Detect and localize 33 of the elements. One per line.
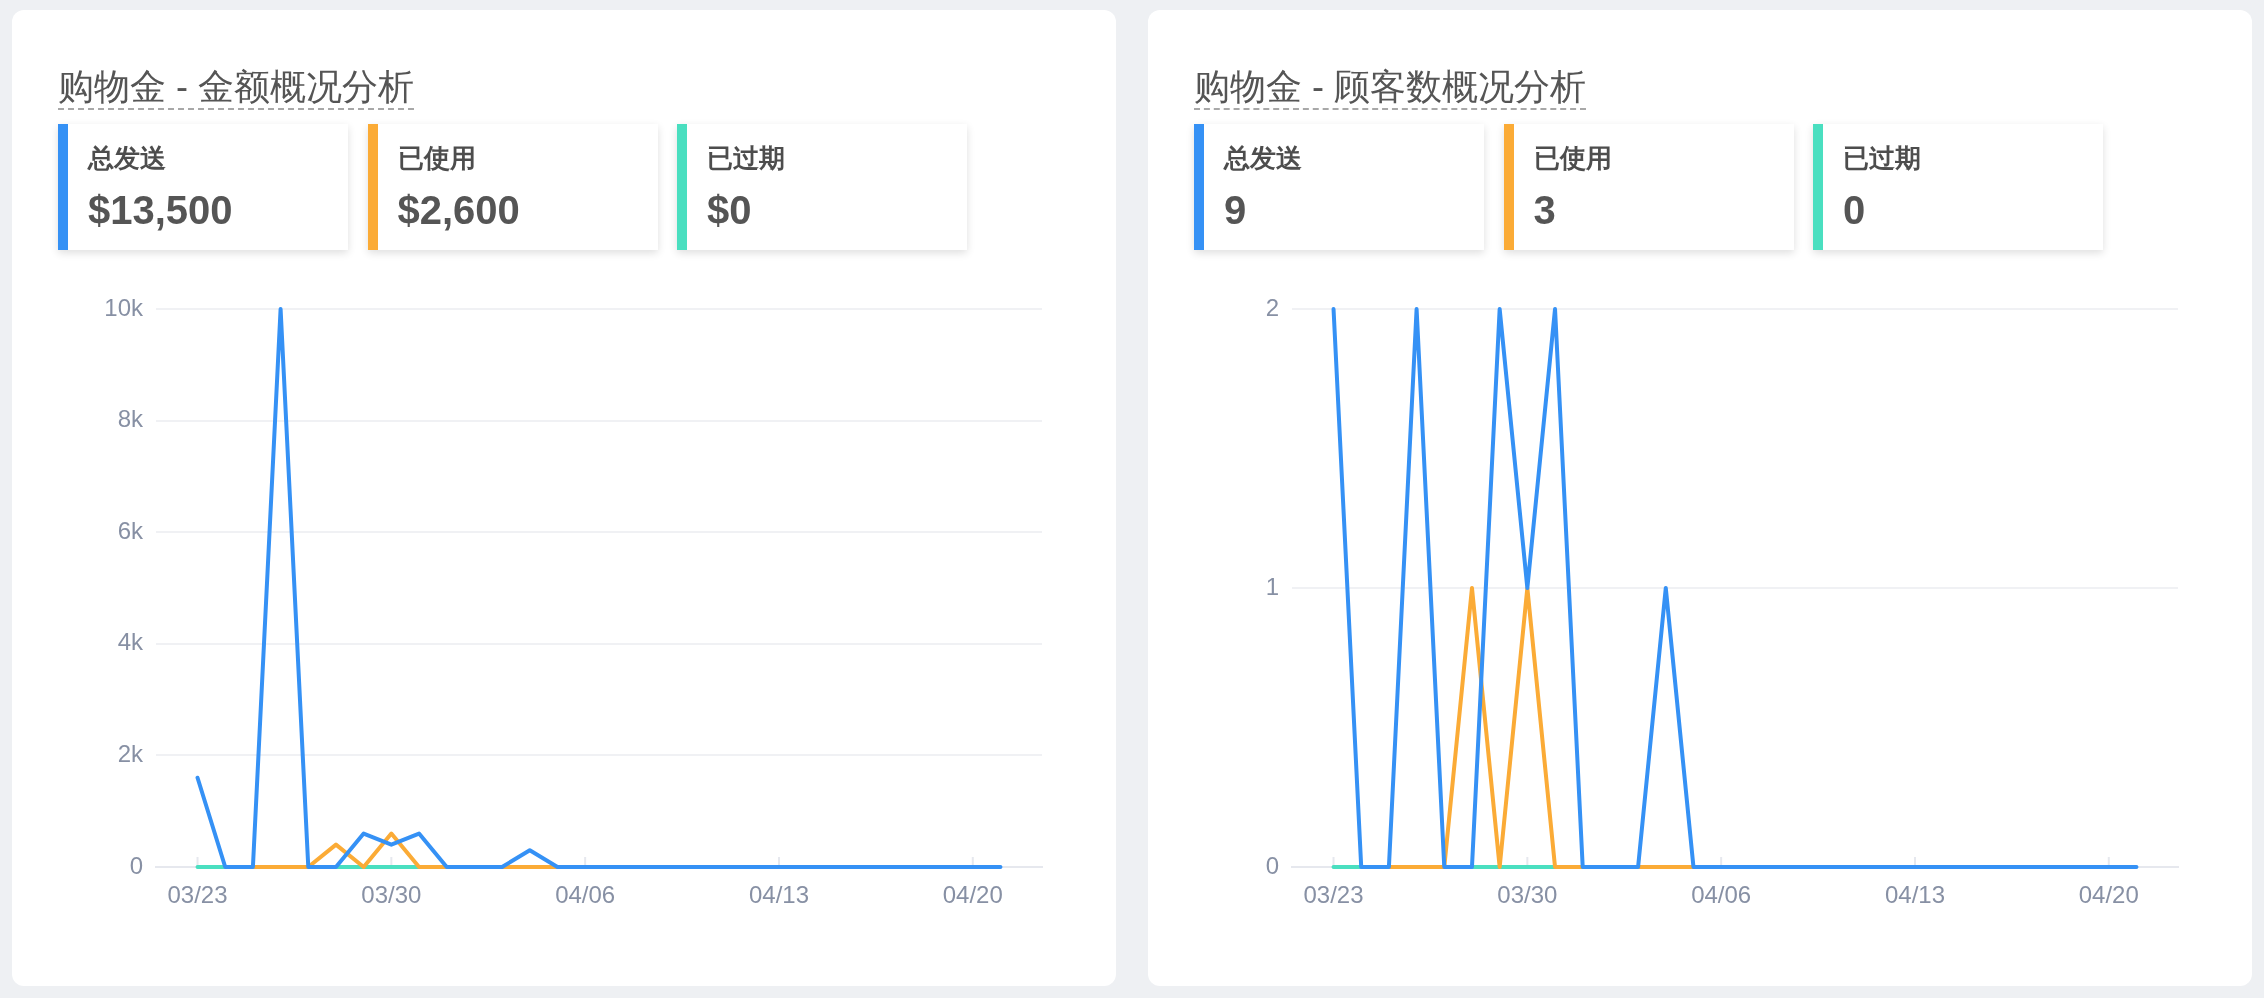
- x-tick-label: 03/30: [361, 881, 422, 909]
- category-label: 已使用: [1533, 142, 1612, 174]
- stat-card: 已使用 3: [1503, 124, 1794, 250]
- y-tick-label: 10k: [104, 293, 144, 321]
- category-label: 已过期: [707, 142, 785, 174]
- x-tick-label: 04/13: [1884, 881, 1945, 909]
- x-tick-label: 04/06: [1691, 881, 1752, 909]
- y-tick-label: 6k: [117, 516, 144, 544]
- stat-card: 已过期 $0: [677, 124, 967, 250]
- x-tick-label: 04/20: [942, 881, 1003, 909]
- x-tick-label: 03/23: [1303, 881, 1364, 909]
- stat-card: 总发送 9: [1194, 124, 1484, 250]
- category-label: 总发送: [1224, 142, 1302, 174]
- stat-card: 已过期 0: [1813, 124, 2103, 250]
- y-tick-label: 0: [1265, 851, 1279, 879]
- y-tick-label: 2: [1265, 293, 1279, 321]
- text: 购物金 - 金额概况分析: [58, 66, 414, 110]
- y-tick-label: 8k: [117, 405, 144, 433]
- x-tick-label: 04/06: [555, 881, 616, 909]
- text: 购物金 - 顾客数概况分析: [1194, 66, 1586, 110]
- stat-card: 已使用 $2,600: [367, 124, 658, 250]
- category-label: 已使用: [397, 142, 476, 174]
- x-tick-label: 03/23: [167, 881, 228, 909]
- x-tick-label: 03/30: [1497, 881, 1558, 909]
- y-tick-label: 0: [129, 851, 143, 879]
- y-tick-label: 1: [1265, 572, 1279, 600]
- stat-card: 总发送 $13,500: [58, 124, 348, 250]
- category-label: 总发送: [88, 142, 166, 174]
- y-tick-label: 2k: [117, 740, 144, 768]
- x-tick-label: 04/13: [748, 881, 809, 909]
- y-tick-label: 4k: [117, 628, 144, 656]
- x-tick-label: 04/20: [2078, 881, 2139, 909]
- category-label: 已过期: [1843, 142, 1921, 174]
